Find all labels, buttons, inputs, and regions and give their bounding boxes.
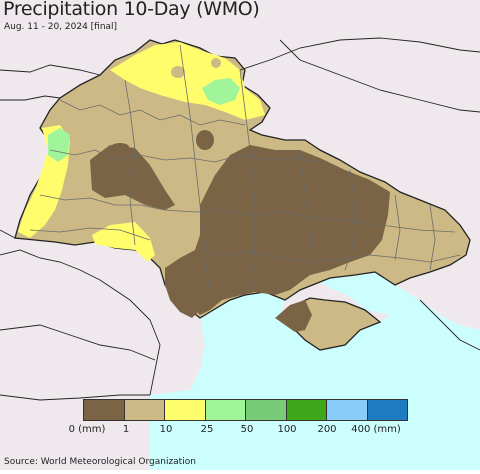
legend-swatch-4 — [245, 399, 287, 421]
legend-label-6: 200 — [317, 424, 337, 435]
legend-label-4: 50 — [240, 424, 254, 435]
green-west — [48, 128, 70, 162]
precipitation-legend — [83, 399, 408, 421]
source-credit: Source: World Meteorological Organizatio… — [4, 457, 196, 467]
dry-east — [165, 145, 390, 315]
map-title: Precipitation 10-Day (WMO) — [3, 0, 260, 20]
legend-label-3: 25 — [200, 424, 214, 435]
wet-spot-2 — [211, 58, 221, 68]
legend-label-1: 1 — [122, 424, 130, 435]
legend-label-7: 400 (mm) — [351, 424, 401, 435]
green-north — [202, 78, 240, 105]
legend-label-2: 10 — [159, 424, 173, 435]
map-subtitle: Aug. 11 - 20, 2024 [final] — [4, 22, 118, 32]
legend-swatch-0 — [83, 399, 125, 421]
legend-swatch-5 — [285, 399, 327, 421]
dry-spot-2 — [111, 143, 129, 151]
dry-south-west — [165, 258, 205, 318]
neighbor-borders — [0, 37, 480, 401]
yellow-southwest — [92, 222, 155, 262]
wet-spot-1 — [171, 66, 185, 78]
legend-swatch-6 — [326, 399, 368, 421]
legend-swatch-1 — [123, 399, 165, 421]
crimea-dry — [275, 300, 312, 332]
legend-swatch-2 — [164, 399, 206, 421]
legend-swatch-7 — [366, 399, 408, 421]
legend-label-0: 0 (mm) — [68, 424, 106, 435]
legend-swatch-3 — [204, 399, 246, 421]
dry-spot-1 — [196, 130, 214, 150]
oblast-boundaries — [29, 44, 461, 301]
legend-label-5: 100 — [277, 424, 297, 435]
